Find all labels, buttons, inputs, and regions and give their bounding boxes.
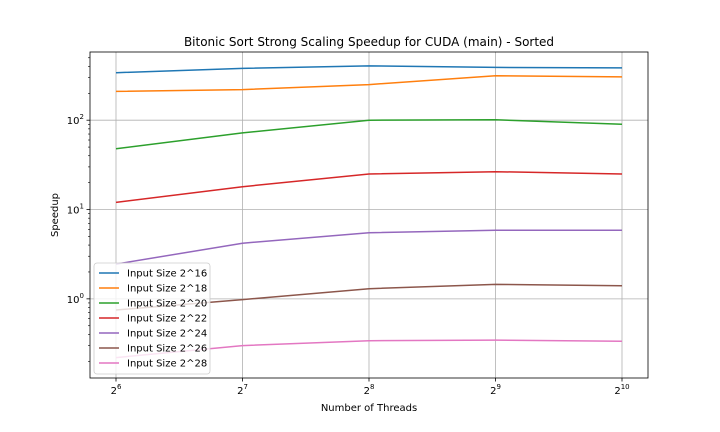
y-tick-label: 101 (67, 203, 84, 217)
x-tick-label: 210 (614, 383, 629, 397)
x-tick-label: 26 (111, 383, 122, 397)
legend-label: Input Size 2^28 (127, 359, 207, 370)
series-line (115, 229, 622, 265)
x-tick-label: 28 (364, 383, 375, 397)
x-tick-label: 29 (490, 383, 501, 397)
series-line (115, 65, 623, 74)
chart-title: Bitonic Sort Strong Scaling Speedup for … (184, 35, 554, 49)
x-tick-label: 27 (237, 383, 248, 397)
y-axis-label: Speedup (50, 193, 61, 237)
y-tick-label: 100 (67, 292, 84, 306)
y-tick-label: 102 (67, 113, 84, 127)
series-line (115, 119, 623, 150)
legend-box (93, 262, 211, 375)
y-axis-ticks: 100 101 102 (67, 57, 90, 362)
x-axis-label: Number of Threads (321, 403, 417, 414)
legend-label: Input Size 2^20 (127, 299, 207, 310)
series-line (115, 170, 623, 204)
legend-label: Input Size 2^16 (127, 269, 207, 280)
legend-label: Input Size 2^18 (127, 284, 207, 295)
x-axis-ticks: 26 27 28 29 210 (111, 378, 630, 397)
series-line (115, 74, 623, 93)
legend-label: Input Size 2^26 (127, 344, 207, 355)
legend-label: Input Size 2^22 (127, 314, 207, 325)
legend-label: Input Size 2^24 (127, 329, 207, 340)
legend: Input Size 2^16 Input Size 2^18 Input Size… (93, 262, 211, 375)
